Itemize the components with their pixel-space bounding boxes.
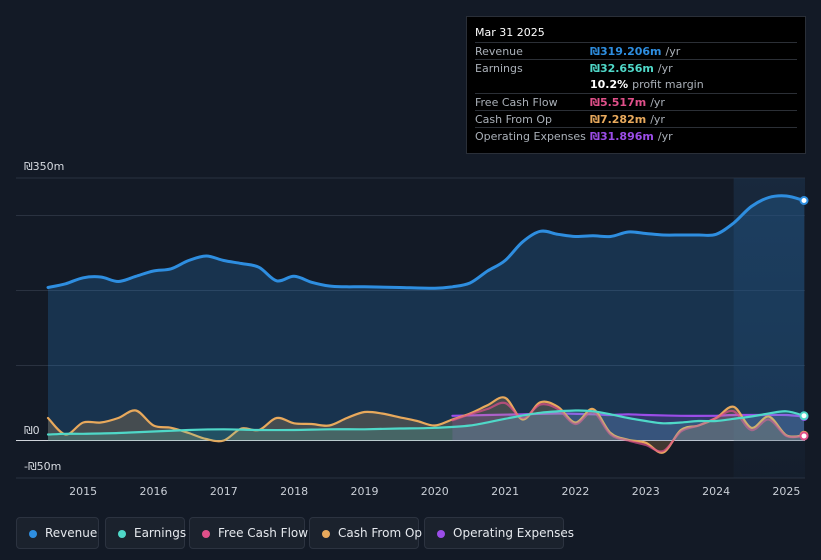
legend-dot-icon xyxy=(322,530,330,538)
forecast-region xyxy=(733,178,805,478)
x-tick-label: 2025 xyxy=(772,485,800,498)
free-cash-flow-end-marker xyxy=(799,431,809,441)
x-axis-ticks: 2015 2016 2017 2018 2019 2020 2021 2022 2023 2024… xyxy=(69,485,800,498)
y-axis-bottom-label: -₪50m xyxy=(24,460,61,473)
x-tick-label: 2021 xyxy=(491,485,519,498)
tooltip-row-margin: 10.2% profit margin xyxy=(475,76,797,92)
revenue-end-marker xyxy=(799,196,809,205)
free-cash-flow-line xyxy=(451,401,806,453)
x-tick-label: 2022 xyxy=(561,485,589,498)
legend-label: Free Cash Flow xyxy=(218,526,309,540)
tooltip-label: Earnings xyxy=(475,62,523,75)
tooltip-row-operating-expenses: Operating Expenses ₪31.896m/yr xyxy=(475,127,797,144)
tooltip-label: Cash From Op xyxy=(475,113,553,126)
tooltip-value: ₪31.896m/yr xyxy=(590,130,673,143)
tooltip-label: Operating Expenses xyxy=(475,130,586,143)
end-markers xyxy=(799,196,809,441)
tooltip-value: ₪32.656m/yr xyxy=(590,62,673,75)
legend-dot-icon xyxy=(202,530,210,538)
x-tick-label: 2015 xyxy=(69,485,97,498)
revenue-line xyxy=(46,194,806,290)
tooltip-value: ₪319.206m/yr xyxy=(590,45,681,58)
tooltip-value: ₪5.517m/yr xyxy=(590,96,665,109)
legend-label: Operating Expenses xyxy=(453,526,574,540)
x-tick-label: 2016 xyxy=(139,485,167,498)
legend-item-free-cash-flow[interactable]: Free Cash Flow xyxy=(189,517,309,549)
legend-dot-icon xyxy=(437,530,445,538)
x-tick-label: 2018 xyxy=(280,485,308,498)
x-tick-label: 2020 xyxy=(421,485,449,498)
tooltip-date: Mar 31 2025 xyxy=(475,26,545,39)
legend-item-revenue[interactable]: Revenue xyxy=(16,517,99,549)
legend-label: Revenue xyxy=(45,526,98,540)
tooltip-row-revenue: Revenue ₪319.206m/yr xyxy=(475,42,797,59)
legend-dot-icon xyxy=(118,530,126,538)
tooltip-row-earnings: Earnings ₪32.656m/yr xyxy=(475,59,797,76)
tooltip-row-cash-from-op: Cash From Op ₪7.282m/yr xyxy=(475,110,797,127)
y-axis-top-label: ₪350m xyxy=(24,160,64,173)
legend-item-earnings[interactable]: Earnings xyxy=(105,517,187,549)
tooltip-label: Free Cash Flow xyxy=(475,96,558,109)
data-tooltip: Mar 31 2025 Revenue ₪319.206m/yr Earning… xyxy=(466,16,806,154)
legend-label: Cash From Op xyxy=(338,526,423,540)
x-tick-label: 2024 xyxy=(702,485,730,498)
tooltip-label: Revenue xyxy=(475,45,523,58)
earnings-end-marker xyxy=(799,411,809,421)
legend-item-operating-expenses[interactable]: Operating Expenses xyxy=(424,517,574,549)
x-tick-label: 2023 xyxy=(632,485,660,498)
x-tick-label: 2019 xyxy=(350,485,378,498)
tooltip-row-free-cash-flow: Free Cash Flow ₪5.517m/yr xyxy=(475,93,797,110)
legend-dot-icon xyxy=(29,530,37,538)
revenue-area xyxy=(48,195,804,441)
legend-label: Earnings xyxy=(134,526,187,540)
legend-item-cash-from-op[interactable]: Cash From Op xyxy=(309,517,423,549)
tooltip-value: 10.2% profit margin xyxy=(590,78,704,91)
earnings-area xyxy=(48,410,804,441)
y-axis-zero-label: ₪0 xyxy=(24,424,40,437)
tooltip-value: ₪7.282m/yr xyxy=(590,113,665,126)
x-tick-label: 2017 xyxy=(210,485,238,498)
series-layer xyxy=(46,194,806,454)
cash-from-op-area xyxy=(48,397,804,453)
earnings-line xyxy=(46,409,806,436)
